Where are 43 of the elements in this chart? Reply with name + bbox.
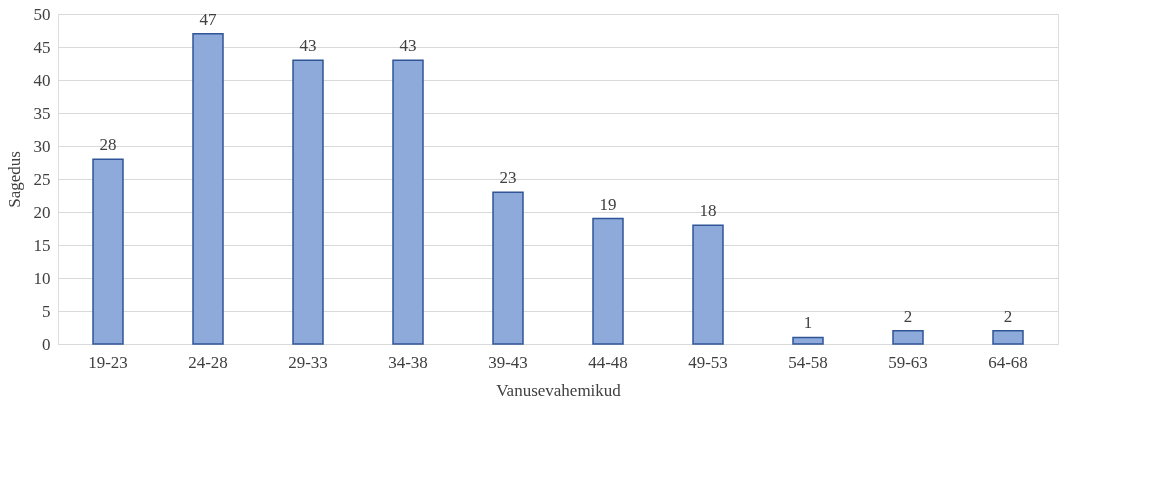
bar [292,59,324,345]
x-tick-label: 19-23 [88,352,128,372]
data-label: 2 [903,306,913,326]
y-tick-label: 40 [33,70,51,90]
x-tick-label: 54-58 [788,352,828,372]
y-tick-label: 10 [33,268,51,288]
y-tick-label: 5 [42,301,51,321]
data-label: 1 [803,313,813,333]
data-label: 23 [499,168,517,188]
bar [692,224,724,345]
y-tick-label: 15 [33,235,51,255]
x-axis-title: Vanusevahemikud [496,380,622,400]
data-label: 47 [199,9,217,29]
data-label: 2 [1003,306,1013,326]
y-tick-label: 25 [33,169,51,189]
data-label: 19 [599,194,617,214]
data-label: 43 [399,36,417,56]
bar [992,330,1024,345]
data-label: 28 [99,135,117,155]
y-tick-label: 0 [42,334,51,354]
bar [92,158,124,345]
bar [492,191,524,345]
y-axis-title: Sagedus [4,151,24,208]
bar [392,59,424,345]
y-tick-label: 50 [33,4,51,24]
bar [592,217,624,345]
y-tick-label: 45 [33,37,51,57]
x-tick-label: 29-33 [288,352,328,372]
y-tick-label: 35 [33,103,51,123]
bar [192,33,224,345]
bar [792,336,824,345]
data-label: 43 [299,36,317,56]
y-tick-label: 20 [33,202,51,222]
x-tick-label: 49-53 [688,352,728,372]
bar [892,330,924,345]
x-tick-label: 59-63 [888,352,928,372]
x-tick-label: 34-38 [388,352,428,372]
x-tick-label: 39-43 [488,352,528,372]
x-tick-label: 24-28 [188,352,228,372]
x-tick-label: 44-48 [588,352,628,372]
data-label: 18 [699,201,717,221]
x-tick-label: 64-68 [988,352,1028,372]
y-tick-label: 30 [33,136,51,156]
